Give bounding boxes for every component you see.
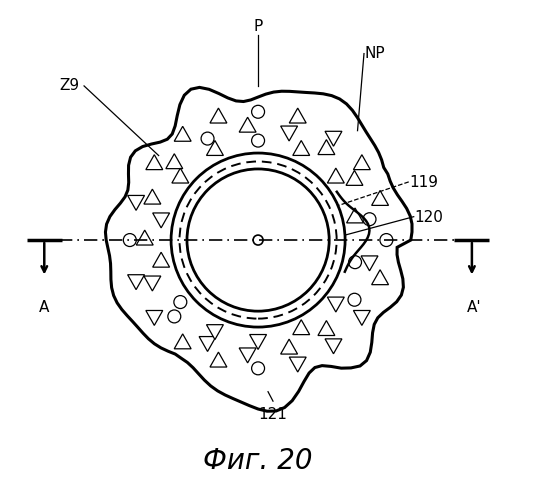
Polygon shape (372, 190, 389, 206)
Text: NP: NP (365, 46, 385, 61)
Text: A': A' (467, 300, 482, 314)
Polygon shape (372, 270, 389, 284)
Polygon shape (210, 108, 227, 123)
Polygon shape (353, 154, 370, 170)
Text: A: A (39, 300, 50, 314)
Polygon shape (199, 336, 216, 351)
Polygon shape (153, 213, 170, 228)
Polygon shape (328, 297, 345, 312)
Circle shape (363, 213, 376, 226)
Circle shape (123, 234, 136, 246)
Polygon shape (289, 108, 306, 123)
Polygon shape (172, 168, 189, 183)
Polygon shape (105, 88, 412, 411)
Circle shape (253, 235, 263, 245)
Polygon shape (174, 334, 191, 349)
Polygon shape (346, 170, 363, 186)
Circle shape (252, 362, 265, 375)
Text: Z9: Z9 (59, 78, 79, 94)
Polygon shape (206, 324, 223, 340)
Polygon shape (239, 117, 256, 132)
Polygon shape (239, 348, 256, 363)
Text: 121: 121 (259, 406, 287, 422)
Circle shape (348, 256, 361, 268)
Polygon shape (146, 154, 163, 170)
Polygon shape (361, 256, 378, 271)
Polygon shape (325, 339, 342, 354)
Polygon shape (136, 230, 153, 245)
Text: P: P (253, 18, 263, 34)
Polygon shape (210, 352, 227, 367)
Polygon shape (206, 140, 223, 156)
Polygon shape (144, 189, 161, 204)
Polygon shape (128, 274, 145, 289)
Circle shape (252, 106, 265, 118)
Polygon shape (347, 208, 364, 223)
Polygon shape (281, 339, 298, 354)
Polygon shape (128, 196, 145, 210)
Polygon shape (325, 132, 342, 146)
Circle shape (380, 234, 393, 246)
Circle shape (201, 132, 214, 145)
Polygon shape (353, 310, 370, 326)
Circle shape (171, 153, 345, 327)
Circle shape (174, 296, 187, 308)
Text: Фиг. 20: Фиг. 20 (203, 448, 313, 475)
Polygon shape (146, 310, 163, 326)
Circle shape (348, 294, 361, 306)
Polygon shape (318, 140, 335, 154)
Circle shape (187, 169, 329, 311)
Polygon shape (166, 154, 183, 168)
Polygon shape (174, 126, 191, 141)
Polygon shape (289, 357, 306, 372)
Polygon shape (281, 126, 298, 141)
Text: 120: 120 (415, 210, 443, 225)
Polygon shape (293, 140, 310, 156)
Circle shape (168, 310, 181, 323)
Text: 119: 119 (410, 176, 439, 190)
Polygon shape (318, 320, 335, 336)
Polygon shape (250, 334, 266, 349)
Polygon shape (144, 276, 161, 291)
Polygon shape (328, 168, 345, 183)
Polygon shape (293, 320, 310, 334)
Circle shape (252, 134, 265, 147)
Polygon shape (153, 252, 170, 267)
